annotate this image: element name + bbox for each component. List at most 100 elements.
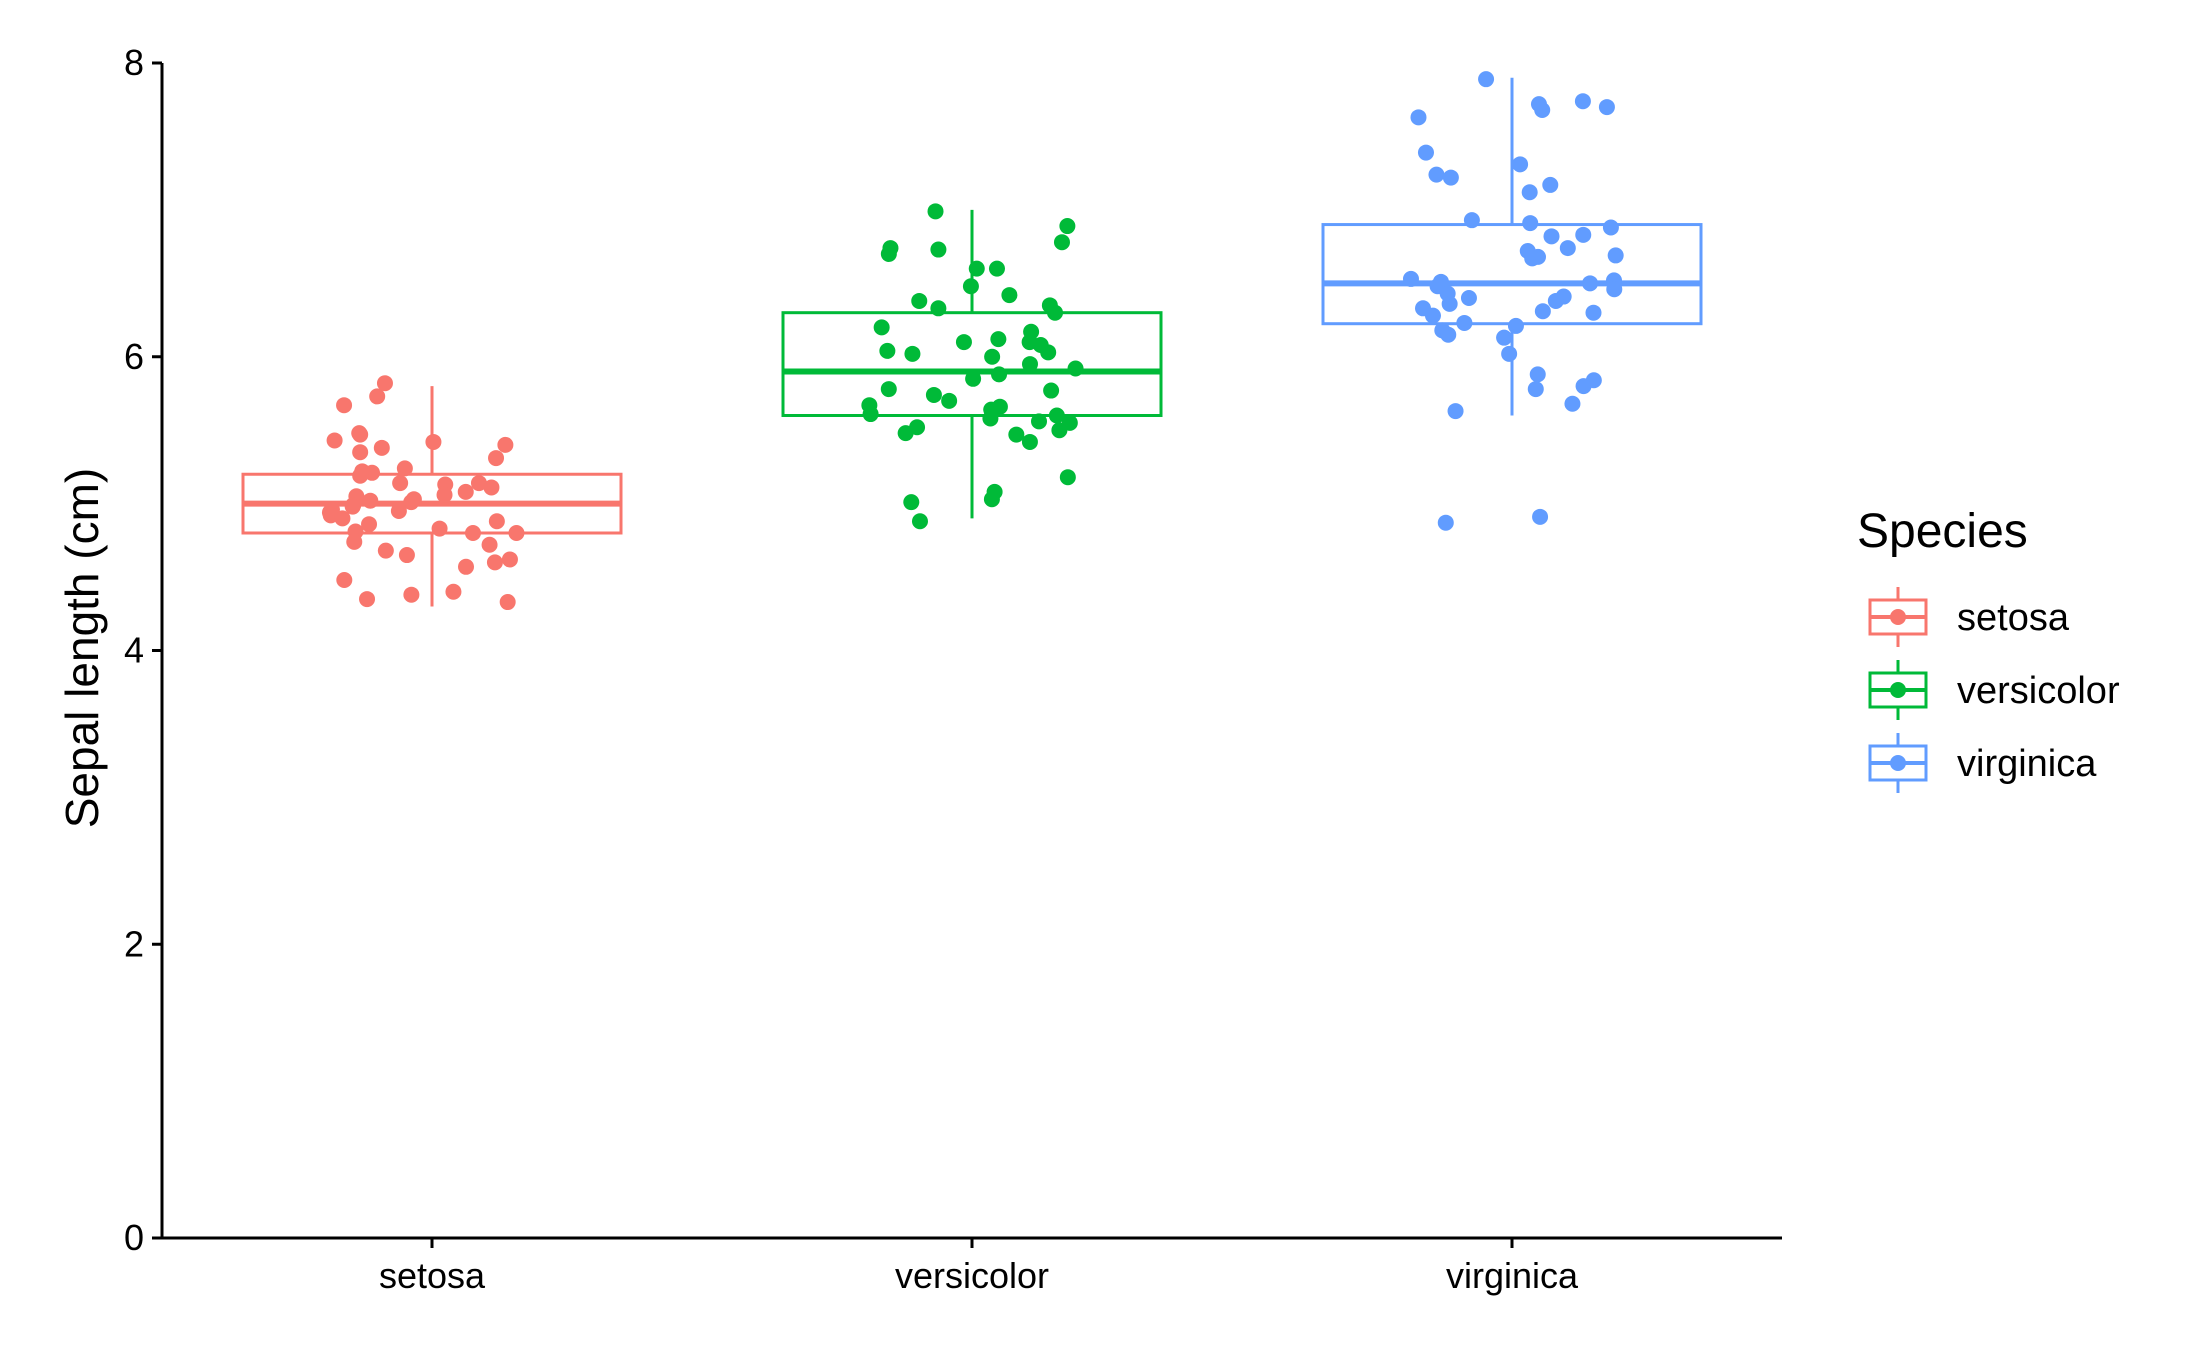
data-point-setosa-10 [488, 450, 505, 467]
data-point-virginica-17 [1559, 240, 1576, 257]
data-point-versicolor-8 [962, 278, 979, 295]
data-point-setosa-34 [431, 520, 448, 537]
data-point-versicolor-27 [965, 370, 982, 387]
data-point-setosa-26 [344, 498, 361, 515]
data-point-versicolor-49 [911, 513, 928, 530]
data-point-setosa-9 [352, 444, 369, 461]
data-point-virginica-4 [1534, 102, 1551, 118]
data-point-virginica-41 [1496, 329, 1513, 346]
data-point-setosa-8 [497, 436, 514, 453]
data-point-versicolor-25 [1067, 360, 1084, 377]
box-group-versicolor [781, 203, 1163, 530]
y-tick-label-2: 2 [124, 923, 144, 964]
data-point-virginica-49 [1532, 508, 1549, 525]
data-point-versicolor-44 [1021, 433, 1038, 450]
legend-label-setosa: setosa [1957, 597, 2070, 639]
data-point-setosa-44 [458, 558, 475, 575]
data-point-virginica-42 [1501, 345, 1518, 362]
data-point-setosa-2 [369, 388, 386, 405]
data-point-versicolor-2 [1053, 234, 1070, 251]
legend-title: Species [1857, 505, 2028, 558]
data-point-versicolor-37 [982, 410, 999, 427]
data-point-setosa-37 [508, 525, 525, 541]
data-point-setosa-14 [352, 467, 369, 484]
y-tick-label-0: 0 [124, 1217, 144, 1258]
data-point-setosa-20 [436, 486, 453, 503]
data-point-versicolor-31 [941, 392, 958, 409]
data-point-virginica-3 [1598, 99, 1615, 116]
data-point-versicolor-12 [930, 300, 947, 317]
data-point-versicolor-13 [1047, 304, 1064, 321]
data-point-setosa-33 [361, 516, 378, 533]
x-tick-label-setosa: setosa [379, 1255, 486, 1296]
plot-marks [241, 71, 1703, 611]
data-point-versicolor-18 [955, 334, 972, 351]
data-point-versicolor-35 [862, 406, 879, 423]
data-point-versicolor-10 [911, 292, 928, 309]
legend-key-point-versicolor [1890, 682, 1906, 698]
data-point-versicolor-21 [1040, 344, 1057, 361]
data-point-versicolor-20 [879, 342, 896, 359]
data-point-setosa-0 [376, 375, 393, 392]
data-point-setosa-48 [359, 591, 376, 608]
data-point-virginica-8 [1428, 166, 1445, 183]
data-point-virginica-46 [1527, 381, 1544, 398]
points-setosa [321, 375, 525, 611]
legend-label-versicolor: versicolor [1957, 670, 2120, 712]
data-point-virginica-21 [1524, 250, 1541, 267]
data-point-setosa-40 [377, 542, 394, 559]
data-point-virginica-50 [1437, 514, 1454, 531]
data-point-setosa-24 [403, 494, 420, 511]
data-point-versicolor-14 [873, 319, 890, 336]
points-versicolor [861, 203, 1084, 530]
data-point-setosa-17 [483, 479, 500, 496]
data-point-setosa-47 [403, 586, 420, 603]
data-point-setosa-49 [499, 594, 516, 611]
data-point-setosa-3 [373, 439, 390, 456]
data-point-setosa-38 [346, 533, 363, 550]
legend: Species setosa versicolor virginica [1857, 505, 2120, 793]
data-point-virginica-14 [1602, 219, 1619, 236]
data-point-virginica-13 [1522, 215, 1539, 232]
data-point-versicolor-38 [1031, 413, 1048, 430]
data-point-virginica-9 [1442, 169, 1459, 186]
data-point-virginica-47 [1564, 395, 1581, 412]
data-point-versicolor-47 [983, 491, 1000, 508]
data-point-virginica-5 [1410, 109, 1427, 126]
data-point-versicolor-5 [880, 245, 897, 262]
data-point-virginica-36 [1424, 307, 1441, 324]
data-point-virginica-48 [1447, 403, 1464, 420]
data-point-versicolor-28 [880, 381, 897, 398]
box-group-virginica [1321, 71, 1703, 531]
x-tick-label-virginica: virginica [1446, 1255, 1579, 1296]
y-tick-label-4: 4 [124, 630, 144, 671]
legend-items: setosa versicolor virginica [1868, 587, 2120, 793]
data-point-setosa-43 [486, 554, 503, 571]
data-point-versicolor-30 [925, 386, 942, 403]
data-point-virginica-45 [1575, 378, 1592, 395]
data-point-setosa-23 [362, 492, 379, 509]
data-point-versicolor-7 [968, 260, 985, 277]
data-point-versicolor-1 [1059, 218, 1076, 235]
data-point-versicolor-43 [1008, 426, 1025, 443]
data-point-versicolor-16 [990, 331, 1007, 348]
data-point-setosa-31 [334, 510, 351, 527]
data-point-virginica-25 [1582, 275, 1599, 292]
data-point-virginica-35 [1585, 304, 1602, 321]
data-point-setosa-46 [445, 583, 462, 600]
data-point-virginica-6 [1417, 144, 1434, 161]
data-point-setosa-36 [464, 525, 481, 541]
data-point-virginica-31 [1547, 292, 1564, 309]
data-point-versicolor-29 [1043, 382, 1060, 399]
data-point-virginica-10 [1542, 176, 1559, 193]
y-axis-title: Sepal length (cm) [56, 468, 108, 829]
data-point-virginica-0 [1478, 71, 1495, 88]
data-point-setosa-12 [396, 460, 413, 477]
data-point-versicolor-6 [988, 260, 1005, 277]
data-point-setosa-42 [501, 551, 518, 568]
data-point-virginica-12 [1463, 212, 1480, 229]
data-point-virginica-19 [1607, 247, 1624, 264]
data-point-versicolor-26 [991, 366, 1008, 383]
data-point-setosa-7 [425, 433, 442, 450]
legend-item-versicolor: versicolor [1868, 660, 2120, 720]
